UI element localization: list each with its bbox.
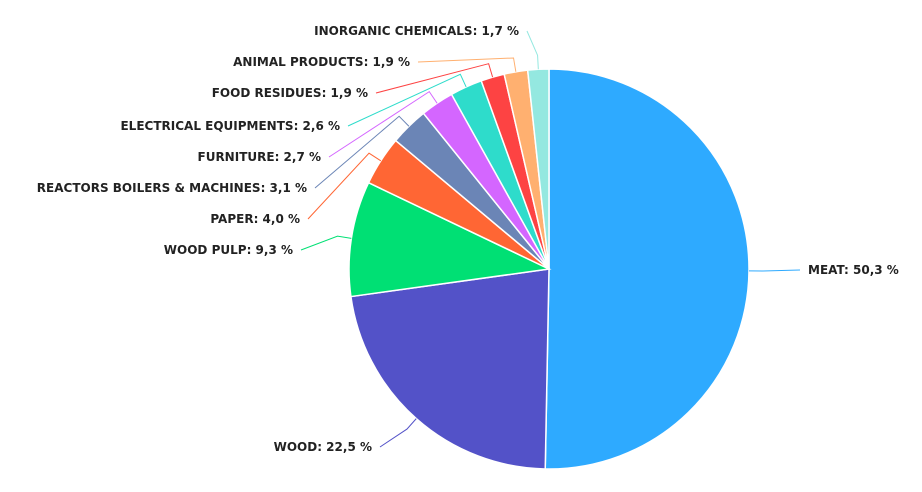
pie-slice	[544, 68, 750, 470]
slice-label: ELECTRICAL EQUIPMENTS: 2,6 %	[120, 119, 340, 133]
category-name: WOOD	[274, 440, 318, 454]
leader-line	[328, 90, 438, 158]
slice-label: INORGANIC CHEMICALS: 1,7 %	[314, 24, 519, 38]
leader-line	[307, 152, 382, 220]
value-label: : 2,7 %	[275, 150, 321, 164]
leader-line	[314, 115, 410, 189]
slice-label: WOOD: 22,5 %	[274, 440, 372, 454]
value-label: : 9,3 %	[247, 243, 293, 257]
value-label: : 3,1 %	[261, 181, 307, 195]
category-name: ANIMAL PRODUCTS	[233, 55, 363, 69]
pie-slice	[348, 181, 552, 298]
value-label: : 4,0 %	[254, 212, 300, 226]
leader-line	[379, 418, 417, 448]
pie-slice	[350, 268, 550, 470]
leader-line	[347, 73, 467, 127]
category-name: FOOD RESIDUES	[212, 86, 322, 100]
slice-label: ANIMAL PRODUCTS: 1,9 %	[233, 55, 410, 69]
leader-line	[417, 57, 517, 72]
value-label: : 50,3 %	[844, 263, 899, 277]
category-name: MEAT	[808, 263, 845, 277]
leader-line	[300, 235, 352, 251]
slice-label: PAPER: 4,0 %	[210, 212, 300, 226]
leader-line	[748, 269, 801, 272]
value-label: : 2,6 %	[294, 119, 340, 133]
value-label: : 1,9 %	[364, 55, 410, 69]
category-name: WOOD PULP	[164, 243, 247, 257]
category-name: ELECTRICAL EQUIPMENTS	[120, 119, 293, 133]
category-name: PAPER	[210, 212, 253, 226]
slice-label: FURNITURE: 2,7 %	[198, 150, 322, 164]
slice-label: FOOD RESIDUES: 1,9 %	[212, 86, 368, 100]
slice-label: REACTORS BOILERS & MACHINES: 3,1 %	[37, 181, 307, 195]
slice-label: MEAT: 50,3 %	[808, 263, 899, 277]
slice-label: WOOD PULP: 9,3 %	[164, 243, 293, 257]
value-label: : 22,5 %	[317, 440, 372, 454]
category-name: INORGANIC CHEMICALS	[314, 24, 472, 38]
category-name: REACTORS BOILERS & MACHINES	[37, 181, 261, 195]
category-name: FURNITURE	[198, 150, 275, 164]
value-label: : 1,9 %	[322, 86, 368, 100]
leader-line	[375, 63, 494, 94]
leader-line	[526, 30, 539, 70]
value-label: : 1,7 %	[473, 24, 519, 38]
